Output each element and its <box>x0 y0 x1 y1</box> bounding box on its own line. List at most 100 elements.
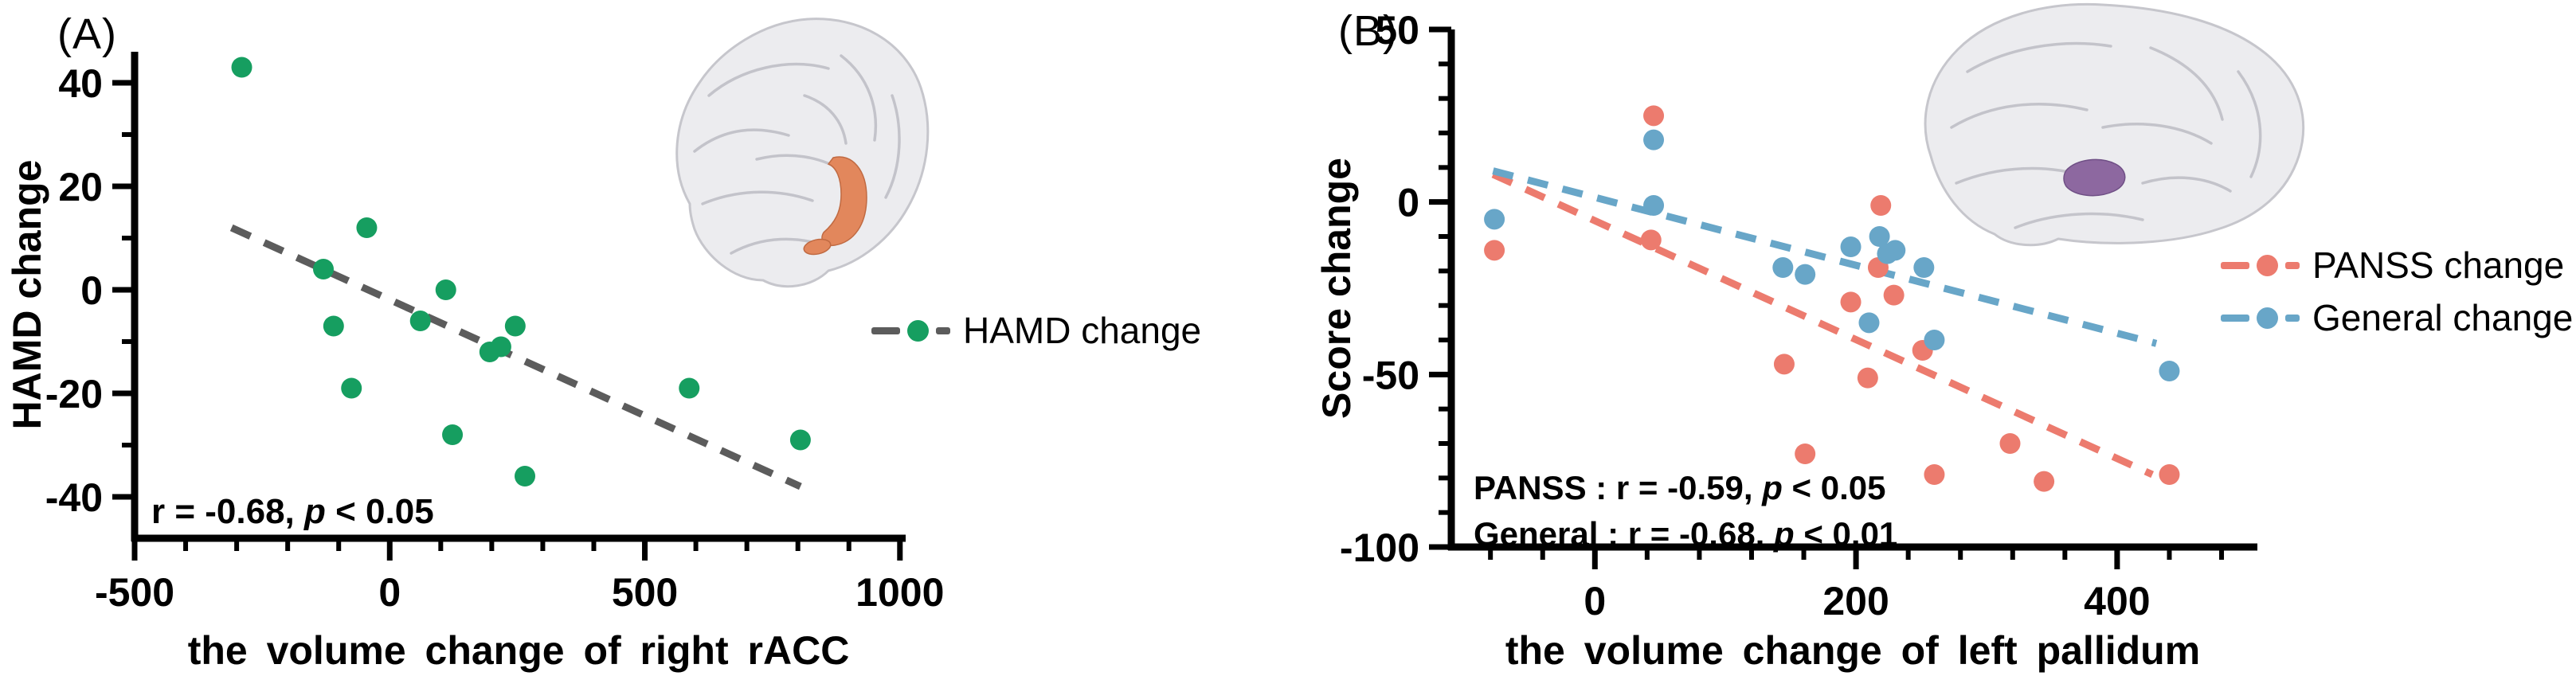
x-axis-title-a: the volume change of right rACC <box>187 628 850 673</box>
gyri-lines-b <box>1950 41 2262 229</box>
legend-label-hamd: HAMD change <box>963 310 1202 351</box>
annotation-panss: PANSS : r = -0.59, p < 0.05 <box>1474 465 1897 511</box>
data-point-panss <box>2159 464 2180 485</box>
data-point-hamd <box>341 377 362 399</box>
trend-line-general <box>1492 167 2158 347</box>
racc-highlight-foot <box>803 238 832 256</box>
correlation-annotation-a: r = -0.68, p < 0.05 <box>151 492 434 532</box>
legend-line-panss-icon <box>2221 261 2249 269</box>
data-point-panss <box>1924 464 1945 485</box>
x-tick-label-a: 0 <box>378 570 401 615</box>
data-point-panss <box>1883 284 1905 306</box>
brain-inset-a <box>675 18 930 288</box>
legend-label-general: General change <box>2312 297 2574 338</box>
legend-line-panss2-icon <box>2285 261 2300 269</box>
data-point-hamd <box>490 336 511 358</box>
annotation-general-post: < 0.01 <box>1794 515 1898 553</box>
annotation-a-post: < 0.05 <box>325 492 434 531</box>
legend-row-panss: PANSS change <box>2221 244 2564 287</box>
legend-line-general-icon <box>2221 314 2249 322</box>
legend-line-left-icon <box>871 326 900 334</box>
y-tick-label-b: -50 <box>1362 353 1419 397</box>
data-point-hamd <box>504 315 526 337</box>
y-axis-title-b: Score change <box>1314 158 1359 419</box>
y-axis-title-a: HAMD change <box>5 159 49 430</box>
x-tick-label-a: 500 <box>612 570 678 615</box>
brain-inset-b <box>1924 2 2305 247</box>
y-tick-label-a: -40 <box>45 475 103 520</box>
data-point-hamd <box>323 315 344 337</box>
data-point-panss <box>1484 240 1505 261</box>
y-tick-label-a: -20 <box>45 372 103 416</box>
data-point-general <box>1772 257 1794 278</box>
y-tick-label-a: 20 <box>58 165 103 209</box>
annotation-general-p: p <box>1774 515 1795 553</box>
data-point-general <box>1885 240 1906 261</box>
data-point-general <box>1643 129 1665 150</box>
annotation-panss-p: p <box>1762 469 1783 506</box>
x-axis-title-b: the volume change of left pallidum <box>1505 628 2201 673</box>
annotation-panss-pre: PANSS : r = -0.59, <box>1474 469 1763 506</box>
legend-label-panss: PANSS change <box>2312 244 2565 286</box>
correlation-annotations-b: PANSS : r = -0.59, p < 0.05 General : r … <box>1474 465 1897 557</box>
legend-dot-hamd-icon <box>907 319 929 342</box>
annotation-general-pre: General : r = -0.68, <box>1474 515 1775 553</box>
data-point-general <box>1484 209 1505 230</box>
legend-dot-panss-icon <box>2257 254 2278 276</box>
data-point-panss <box>1643 105 1665 127</box>
legend-row-hamd: HAMD change <box>871 309 1201 352</box>
trend-line-hamd <box>229 224 802 490</box>
data-point-panss <box>2034 471 2055 492</box>
data-point-panss <box>1795 444 1816 464</box>
annotation-a-p: p <box>304 492 326 531</box>
data-point-hamd <box>442 424 464 445</box>
x-tick-label-b: 200 <box>1822 579 1889 623</box>
pallidum-highlight <box>2063 158 2126 197</box>
panel-label-b: (B) <box>1338 7 1398 55</box>
legend-line-right-icon <box>936 326 950 334</box>
x-tick-label-a: -500 <box>95 570 174 615</box>
data-point-panss <box>1870 195 1892 216</box>
data-point-hamd <box>312 259 334 279</box>
y-tick-label-b: -100 <box>1340 526 1419 570</box>
data-point-general <box>1869 226 1890 247</box>
x-tick-label-b: 0 <box>1584 579 1606 623</box>
data-point-hamd <box>356 217 378 238</box>
data-point-general <box>2159 361 2180 381</box>
trend-line-panss <box>1491 170 2155 479</box>
data-point-hamd <box>789 429 811 451</box>
data-point-panss <box>1999 433 2021 454</box>
x-tick-label-a: 1000 <box>855 570 944 615</box>
data-point-general <box>1795 264 1816 285</box>
y-tick-label-b: 50 <box>1375 8 1419 53</box>
data-point-panss <box>1857 367 1878 389</box>
data-point-hamd <box>435 279 456 300</box>
annotation-a-pre: r = -0.68, <box>151 492 305 531</box>
data-point-general <box>1924 330 1945 350</box>
data-point-hamd <box>679 377 700 399</box>
brain-outline-a <box>675 18 930 288</box>
legend-row-general: General change <box>2221 296 2573 339</box>
panel-label-a: (A) <box>57 10 117 58</box>
data-point-panss <box>1773 354 1795 375</box>
x-tick-label-b: 400 <box>2084 579 2150 623</box>
legend-dot-general-icon <box>2257 307 2278 329</box>
annotation-panss-post: < 0.05 <box>1782 469 1886 506</box>
data-point-panss <box>1840 291 1862 313</box>
data-point-hamd <box>409 311 431 331</box>
annotation-general: General : r = -0.68, p < 0.01 <box>1474 511 1897 557</box>
y-tick-label-a: 0 <box>80 268 103 313</box>
y-tick-label-b: 0 <box>1397 181 1419 225</box>
data-point-general <box>1858 312 1880 334</box>
legend-line-general2-icon <box>2285 314 2300 322</box>
data-point-general <box>1840 236 1862 257</box>
data-point-general <box>1913 257 1935 278</box>
y-tick-label-a: 40 <box>58 61 103 106</box>
data-point-hamd <box>515 466 536 486</box>
data-point-panss <box>1640 229 1662 251</box>
data-point-hamd <box>231 57 253 78</box>
data-point-general <box>1643 195 1665 216</box>
